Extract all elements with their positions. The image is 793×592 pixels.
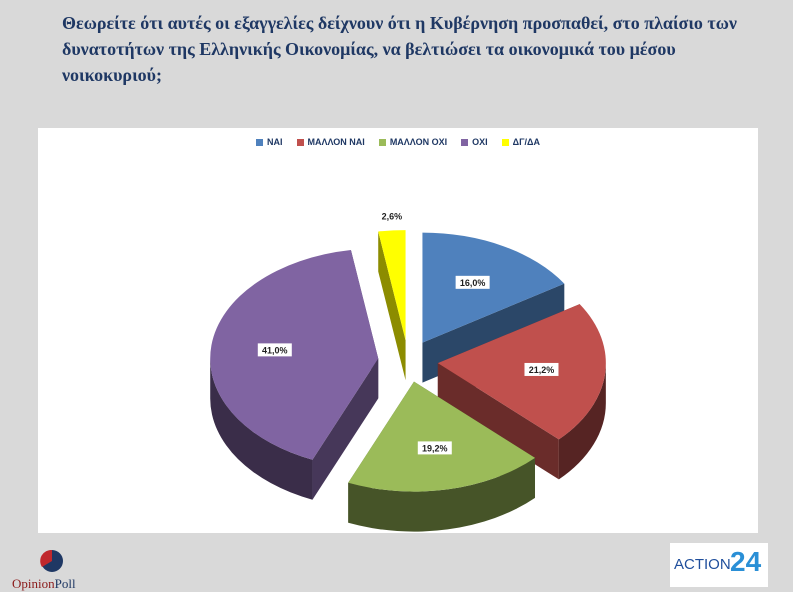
data-label-bg: [417, 441, 452, 455]
data-label: 41,0%: [262, 345, 288, 355]
opinion-poll-logo-icon: [40, 549, 63, 572]
legend-item: ΔΓ/ΔΑ: [501, 137, 540, 147]
data-label-bg: [524, 362, 559, 376]
data-label: 16,0%: [460, 278, 486, 288]
legend-label: ΝΑΙ: [267, 137, 283, 147]
data-label: 2,6%: [382, 211, 403, 221]
data-label-bg: [377, 209, 407, 223]
action24-logo: ACTION 24: [670, 543, 768, 587]
pie-slice-wall: [312, 358, 379, 500]
pie-slice: [378, 230, 406, 341]
legend-swatch: [378, 138, 386, 146]
legend-swatch: [501, 138, 509, 146]
pie-chart: 16,0% 21,2% 19,2% 41,0% 2,6%: [210, 209, 606, 532]
pie-slice-wall: [378, 231, 406, 381]
pie-slice-rim: [348, 457, 536, 532]
pie-slice-rim: [558, 363, 606, 480]
pie-slice-rim: [210, 358, 313, 500]
legend-item: ΜΑΛΛΟΝ ΟΧΙ: [378, 137, 448, 147]
data-label-bg: [455, 275, 490, 289]
action24-logo-number: 24: [730, 546, 762, 577]
opinion-poll-logo: OpinionPoll: [8, 546, 88, 591]
chart-title: Θεωρείτε ότι αυτές οι εξαγγελίες δείχνου…: [62, 13, 737, 85]
legend-item: ΝΑΙ: [256, 137, 283, 147]
pie-slice: [348, 381, 536, 492]
legend-swatch: [461, 138, 469, 146]
legend-swatch: [256, 138, 264, 146]
legend-swatch: [296, 138, 304, 146]
pie-slice: [437, 304, 606, 440]
legend-label: ΔΓ/ΔΑ: [512, 137, 540, 147]
pie-slice: [422, 232, 565, 343]
pie-slice: [210, 249, 379, 460]
action24-logo-text: ACTION: [674, 556, 731, 573]
legend-item: ΜΑΛΛΟΝ ΝΑΙ: [296, 137, 365, 147]
opinion-poll-logo-text-1: Opinion: [12, 576, 55, 591]
pie-slice-side: [378, 231, 406, 381]
data-label: 19,2%: [422, 443, 448, 453]
legend-label: ΜΑΛΛΟΝ ΝΑΙ: [307, 137, 365, 147]
legend-label: ΟΧΙ: [472, 137, 488, 147]
opinion-poll-logo-text-2: Poll: [54, 576, 76, 591]
legend: ΝΑΙ ΜΑΛΛΟΝ ΝΑΙ ΜΑΛΛΟΝ ΟΧΙ ΟΧΙ ΔΓ/ΔΑ: [38, 137, 758, 147]
pie-slice-wall: [437, 363, 559, 480]
data-label-bg: [257, 343, 292, 357]
legend-label: ΜΑΛΛΟΝ ΟΧΙ: [389, 137, 448, 147]
chart-area: ΝΑΙ ΜΑΛΛΟΝ ΝΑΙ ΜΑΛΛΟΝ ΟΧΙ ΟΧΙ ΔΓ/ΔΑ 16,0% 21,…: [38, 128, 758, 533]
legend-item: ΟΧΙ: [461, 137, 488, 147]
data-label: 21,2%: [529, 365, 555, 375]
